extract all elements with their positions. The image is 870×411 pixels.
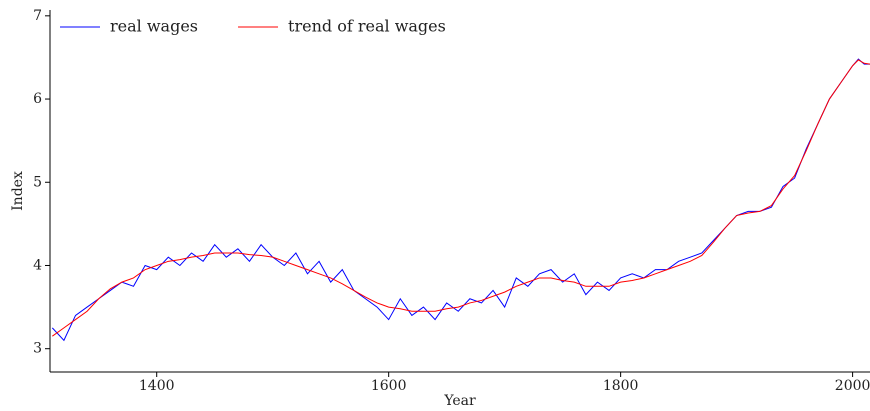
x-tick-label: 1400 <box>139 378 175 394</box>
y-tick-label: 6 <box>33 91 42 107</box>
series-line <box>51 58 870 342</box>
x-tick-label: 1600 <box>371 378 407 394</box>
legend-label: real wages <box>110 17 198 36</box>
y-tick-label: 4 <box>33 257 42 273</box>
series-line <box>52 59 870 337</box>
legend-label: trend of real wages <box>288 17 446 36</box>
x-tick-label: 1800 <box>603 378 639 394</box>
y-axis-label: Index <box>10 171 26 211</box>
y-tick-label: 5 <box>33 174 42 190</box>
x-tick-label: 2000 <box>835 378 870 394</box>
y-tick-label: 3 <box>33 341 42 357</box>
x-axis-label: Year <box>443 393 476 409</box>
y-tick-label: 7 <box>33 8 42 24</box>
